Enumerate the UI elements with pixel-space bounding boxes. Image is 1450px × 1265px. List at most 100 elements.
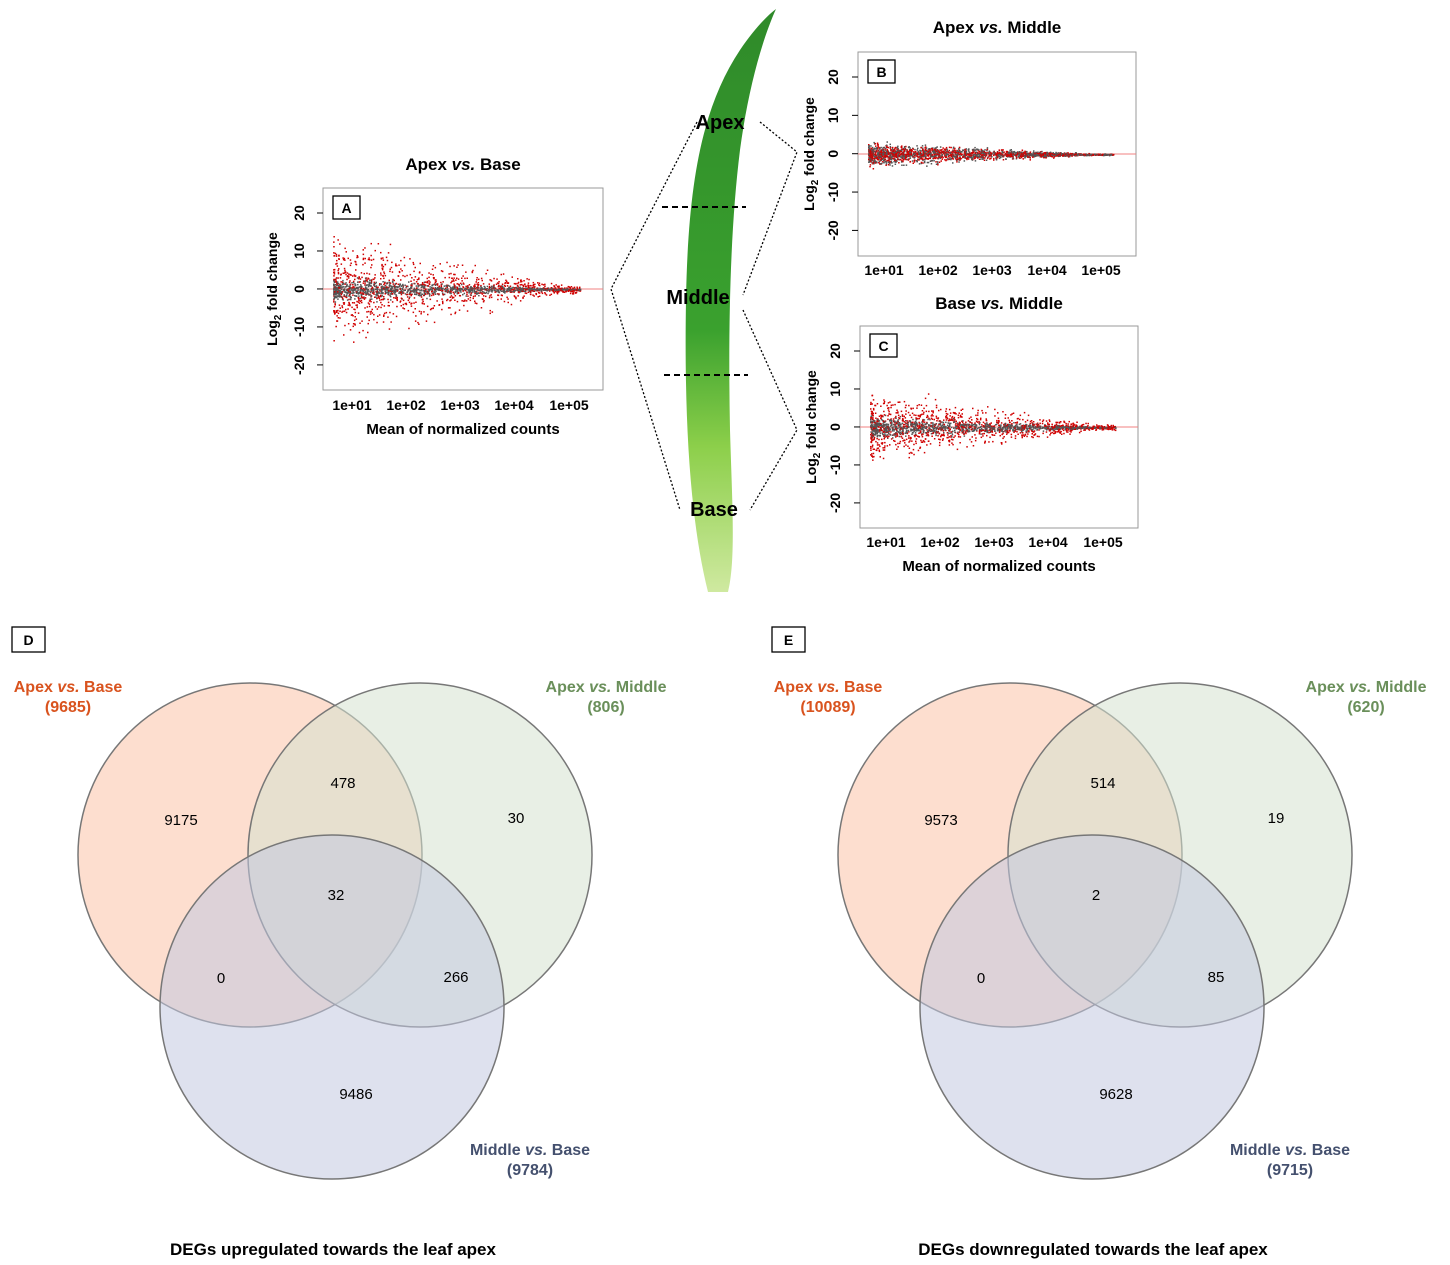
scatter-dot <box>351 282 353 284</box>
scatter-dot <box>883 160 885 162</box>
scatter-dot <box>472 270 474 272</box>
scatter-dot <box>549 289 551 291</box>
scatter-dot <box>458 278 460 280</box>
scatter-dot <box>873 154 875 156</box>
scatter-dot <box>343 289 345 291</box>
scatter-dot <box>978 149 980 151</box>
scatter-dot <box>905 149 907 151</box>
scatter-dot <box>416 287 418 289</box>
scatter-dot <box>387 299 389 301</box>
scatter-dot <box>373 319 375 321</box>
scatter-dot <box>349 284 351 286</box>
scatter-dot <box>339 295 341 297</box>
scatter-dot <box>994 435 996 437</box>
scatter-dot <box>378 306 380 308</box>
scatter-dot <box>895 164 897 166</box>
scatter-dot <box>457 293 459 295</box>
scatter-dot <box>1011 156 1013 158</box>
scatter-dot <box>903 149 905 151</box>
scatter-dot <box>506 297 508 299</box>
scatter-dot <box>454 274 456 276</box>
scatter-dot <box>883 153 885 155</box>
scatter-dot <box>470 286 472 288</box>
scatter-dot <box>498 285 500 287</box>
scatter-dot <box>374 286 376 288</box>
scatter-dot <box>382 281 384 283</box>
scatter-dot <box>877 152 879 154</box>
scatter-dot <box>350 265 352 267</box>
scatter-dot <box>924 153 926 155</box>
scatter-dot <box>917 148 919 150</box>
scatter-dot <box>351 293 353 295</box>
scatter-dot <box>977 428 979 430</box>
scatter-dot <box>354 298 356 300</box>
scatter-dot <box>924 159 926 161</box>
scatter-dot <box>917 152 919 154</box>
scatter-dot <box>945 155 947 157</box>
scatter-dot <box>1043 430 1045 432</box>
scatter-dot <box>530 293 532 295</box>
scatter-dot <box>356 293 358 295</box>
scatter-dot <box>375 286 377 288</box>
scatter-dot <box>945 149 947 151</box>
scatter-dot <box>877 148 879 150</box>
scatter-dot <box>423 311 425 313</box>
scatter-dot <box>446 262 448 264</box>
scatter-dot <box>366 273 368 275</box>
scatter-dot <box>570 289 572 291</box>
y-tick-label: -20 <box>825 220 841 240</box>
scatter-dot <box>1104 154 1106 156</box>
scatter-dot <box>986 160 988 162</box>
scatter-dot <box>1053 155 1055 157</box>
scatter-dot <box>1032 154 1034 156</box>
scatter-dot <box>418 277 420 279</box>
scatter-dot <box>907 156 909 158</box>
scatter-dot <box>470 300 472 302</box>
scatter-dot <box>435 281 437 283</box>
scatter-dot <box>337 320 339 322</box>
scatter-dot <box>434 289 436 291</box>
scatter-dot <box>384 282 386 284</box>
scatter-dot <box>973 445 975 447</box>
scatter-dot <box>502 291 504 293</box>
scatter-dot <box>481 287 483 289</box>
scatter-dot <box>355 312 357 314</box>
scatter-dot <box>874 158 876 160</box>
scatter-dot <box>1088 154 1090 156</box>
scatter-dot <box>354 261 356 263</box>
scatter-dot <box>924 152 926 154</box>
scatter-dot <box>485 289 487 291</box>
scatter-dot <box>1013 413 1015 415</box>
scatter-dot <box>335 301 337 303</box>
scatter-dot <box>337 239 339 241</box>
scatter-dot <box>939 154 941 156</box>
x-tick-label: 1e+01 <box>332 397 372 413</box>
scatter-dot <box>920 156 922 158</box>
scatter-dot <box>501 274 503 276</box>
scatter-dot <box>967 157 969 159</box>
scatter-dot <box>889 164 891 166</box>
scatter-dot <box>973 152 975 154</box>
scatter-dot <box>369 285 371 287</box>
scatter-dot <box>976 152 978 154</box>
scatter-dot <box>352 294 354 296</box>
scatter-dot <box>926 147 928 149</box>
scatter-dot <box>922 147 924 149</box>
scatter-dot <box>383 296 385 298</box>
scatter-dot <box>381 258 383 260</box>
scatter-dot <box>1050 152 1052 154</box>
scatter-dot <box>364 298 366 300</box>
scatter-dot <box>345 271 347 273</box>
scatter-dot <box>461 278 463 280</box>
scatter-dot <box>333 280 335 282</box>
scatter-dot <box>984 151 986 153</box>
scatter-dot <box>899 159 901 161</box>
scatter-dot <box>370 255 372 256</box>
scatter-dot <box>922 145 924 147</box>
scatter-dot <box>971 158 973 160</box>
y-tick-label: -10 <box>291 317 307 337</box>
scatter-dot <box>381 289 383 291</box>
scatter-dot <box>979 159 981 161</box>
scatter-dot <box>367 316 369 318</box>
scatter-dot <box>339 292 341 294</box>
